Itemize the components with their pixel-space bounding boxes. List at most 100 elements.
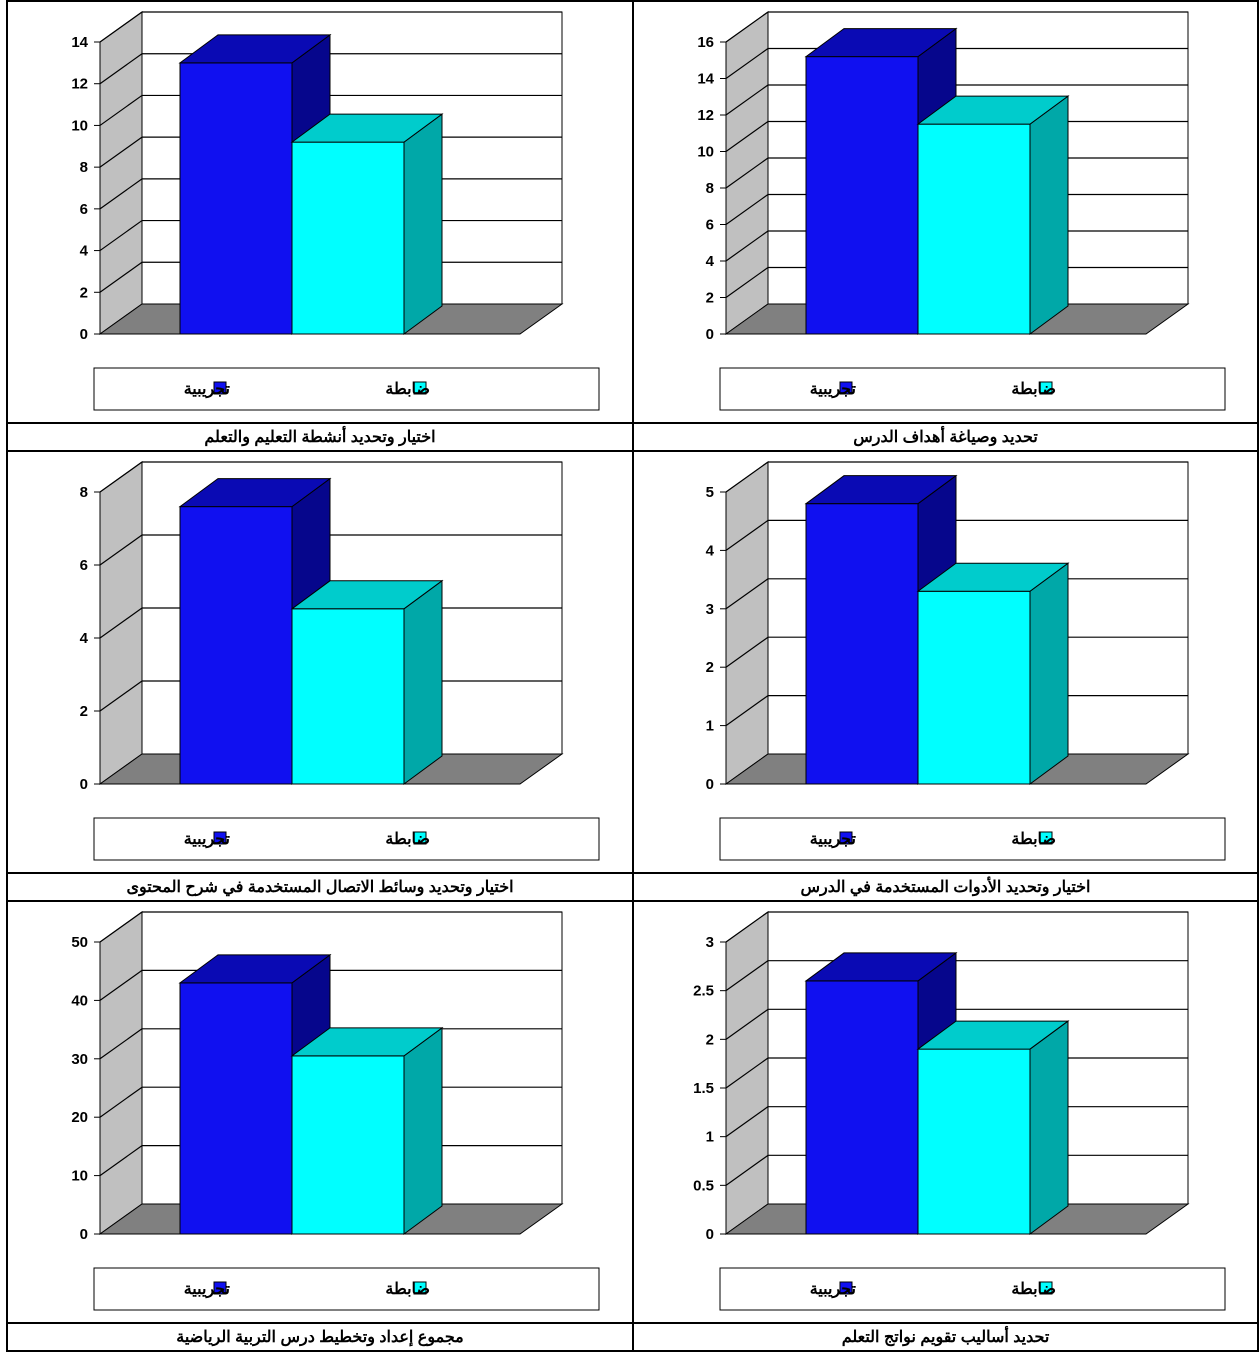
y-tick-label: 2 bbox=[706, 1031, 714, 1048]
side-wall bbox=[725, 461, 769, 785]
legend-swatch bbox=[839, 381, 853, 395]
y-tick-label: 0 bbox=[706, 326, 714, 343]
gridline bbox=[725, 48, 769, 79]
legend-swatch bbox=[1039, 831, 1053, 845]
y-tick-label: 30 bbox=[71, 1051, 88, 1068]
gridline bbox=[99, 1086, 143, 1118]
y-tick-label: 3 bbox=[706, 934, 714, 951]
chart-cell: 0 2 4 6 8 تجريبية ضابطة bbox=[6, 450, 634, 874]
gridline bbox=[725, 519, 769, 551]
bar bbox=[805, 503, 919, 785]
gridline bbox=[725, 636, 769, 668]
y-tick-label: 1.5 bbox=[693, 1080, 714, 1097]
legend-swatch bbox=[1039, 1281, 1053, 1295]
chart-caption: اختيار وتحديد أنشطة التعليم والتعلم bbox=[6, 422, 634, 452]
chart-svg: 0 1 2 3 4 5 تجريبية ضابطة bbox=[706, 461, 1226, 861]
y-tick-label: 0 bbox=[706, 1226, 714, 1243]
y-tick-label: 8 bbox=[80, 484, 88, 501]
y-tick-label: 0 bbox=[706, 776, 714, 793]
gridline bbox=[725, 960, 769, 992]
bar-side bbox=[403, 1026, 443, 1235]
bar-top bbox=[804, 475, 958, 505]
bar bbox=[179, 982, 293, 1235]
chart-cell: 0 2 4 6 8 10 12 14 16 تجريبية ضابطة bbox=[632, 0, 1259, 424]
bar-top bbox=[178, 954, 332, 984]
legend-label: تجريبية bbox=[184, 381, 231, 399]
gridline bbox=[99, 1028, 143, 1060]
y-tick-label: 10 bbox=[697, 144, 714, 161]
y-tick-label: 4 bbox=[80, 243, 89, 260]
y-tick-label: 1 bbox=[706, 718, 714, 735]
gridline bbox=[99, 680, 143, 712]
gridline bbox=[99, 261, 143, 293]
gridline bbox=[99, 607, 143, 639]
legend-swatch bbox=[839, 1281, 853, 1295]
y-tick-label: 2 bbox=[706, 659, 714, 676]
legend-swatch bbox=[839, 831, 853, 845]
bar-side bbox=[1029, 95, 1069, 335]
bar-top bbox=[916, 1020, 1070, 1050]
chart-caption: تحديد أساليب تقويم نواتج التعلم bbox=[632, 1322, 1259, 1352]
gridline bbox=[725, 695, 769, 727]
legend-label: ضابطة bbox=[1011, 831, 1056, 848]
gridline bbox=[99, 178, 143, 210]
bar-top bbox=[916, 562, 1070, 592]
chart-svg: 0 10 20 30 40 50 تجريبية ضابطة bbox=[71, 911, 600, 1311]
bar-side bbox=[403, 113, 443, 335]
y-tick-label: 4 bbox=[80, 630, 89, 647]
y-tick-label: 12 bbox=[71, 76, 88, 93]
gridline bbox=[99, 53, 143, 85]
charts-table: 0 2 4 6 8 10 12 14 تجريبية ضابطة 0 2 4 6 8 10 12 14 16 تجر… bbox=[6, 0, 1259, 1352]
gridline bbox=[99, 461, 143, 493]
bar bbox=[917, 1048, 1031, 1235]
bar-top bbox=[290, 1027, 444, 1057]
gridline bbox=[725, 121, 769, 152]
gridline bbox=[725, 1057, 769, 1089]
bar-top bbox=[916, 95, 1070, 125]
y-tick-label: 5 bbox=[706, 484, 714, 501]
chart-svg: 0 2 4 6 8 10 12 14 تجريبية ضابطة bbox=[71, 11, 600, 411]
y-tick-label: 50 bbox=[71, 934, 88, 951]
y-tick-label: 4 bbox=[706, 253, 715, 270]
gridline bbox=[725, 1154, 769, 1186]
legend-swatch bbox=[413, 381, 427, 395]
gridline bbox=[725, 461, 769, 493]
y-tick-label: 10 bbox=[71, 1168, 88, 1185]
gridline bbox=[725, 84, 769, 116]
bar bbox=[917, 590, 1031, 785]
legend-swatch bbox=[413, 1281, 427, 1295]
y-tick-label: 8 bbox=[706, 180, 714, 197]
gridline bbox=[99, 1145, 143, 1177]
y-tick-label: 6 bbox=[80, 557, 88, 574]
legend-swatch bbox=[213, 381, 227, 395]
y-tick-label: 0 bbox=[80, 776, 88, 793]
gridline bbox=[99, 911, 143, 943]
legend-swatch bbox=[213, 831, 227, 845]
bar-side bbox=[1029, 1020, 1069, 1235]
legend-box bbox=[93, 367, 600, 411]
gridline bbox=[725, 157, 769, 189]
y-tick-label: 2 bbox=[80, 703, 88, 720]
y-tick-label: 14 bbox=[697, 71, 714, 88]
chart-caption: اختيار وتحديد الأدوات المستخدمة في الدرس bbox=[632, 872, 1259, 902]
chart-cell: 0 0.5 1 1.5 2 2.5 3 تجريبية ضابطة bbox=[632, 900, 1259, 1324]
y-tick-label: 2.5 bbox=[693, 983, 714, 1000]
legend-label: تجريبية bbox=[810, 381, 857, 399]
bar bbox=[805, 56, 919, 335]
y-tick-label: 10 bbox=[71, 117, 88, 134]
y-tick-label: 0.5 bbox=[693, 1177, 714, 1194]
y-tick-label: 16 bbox=[697, 34, 714, 51]
legend-swatch bbox=[413, 831, 427, 845]
chart-caption: اختيار وتحديد وسائط الاتصال المستخدمة في… bbox=[6, 872, 634, 902]
legend-label: ضابطة bbox=[1011, 1281, 1056, 1298]
legend-label: تجريبية bbox=[184, 831, 231, 849]
legend-box bbox=[719, 1267, 1226, 1311]
y-tick-label: 2 bbox=[706, 290, 714, 307]
chart-cell: 0 10 20 30 40 50 تجريبية ضابطة bbox=[6, 900, 634, 1324]
y-tick-label: 1 bbox=[706, 1129, 714, 1146]
chart-caption: مجموع إعداد وتخطيط درس التربية الرياضية bbox=[6, 1322, 634, 1352]
bar bbox=[805, 980, 919, 1235]
gridline bbox=[725, 911, 769, 943]
bar bbox=[179, 506, 293, 785]
y-tick-label: 6 bbox=[80, 201, 88, 218]
